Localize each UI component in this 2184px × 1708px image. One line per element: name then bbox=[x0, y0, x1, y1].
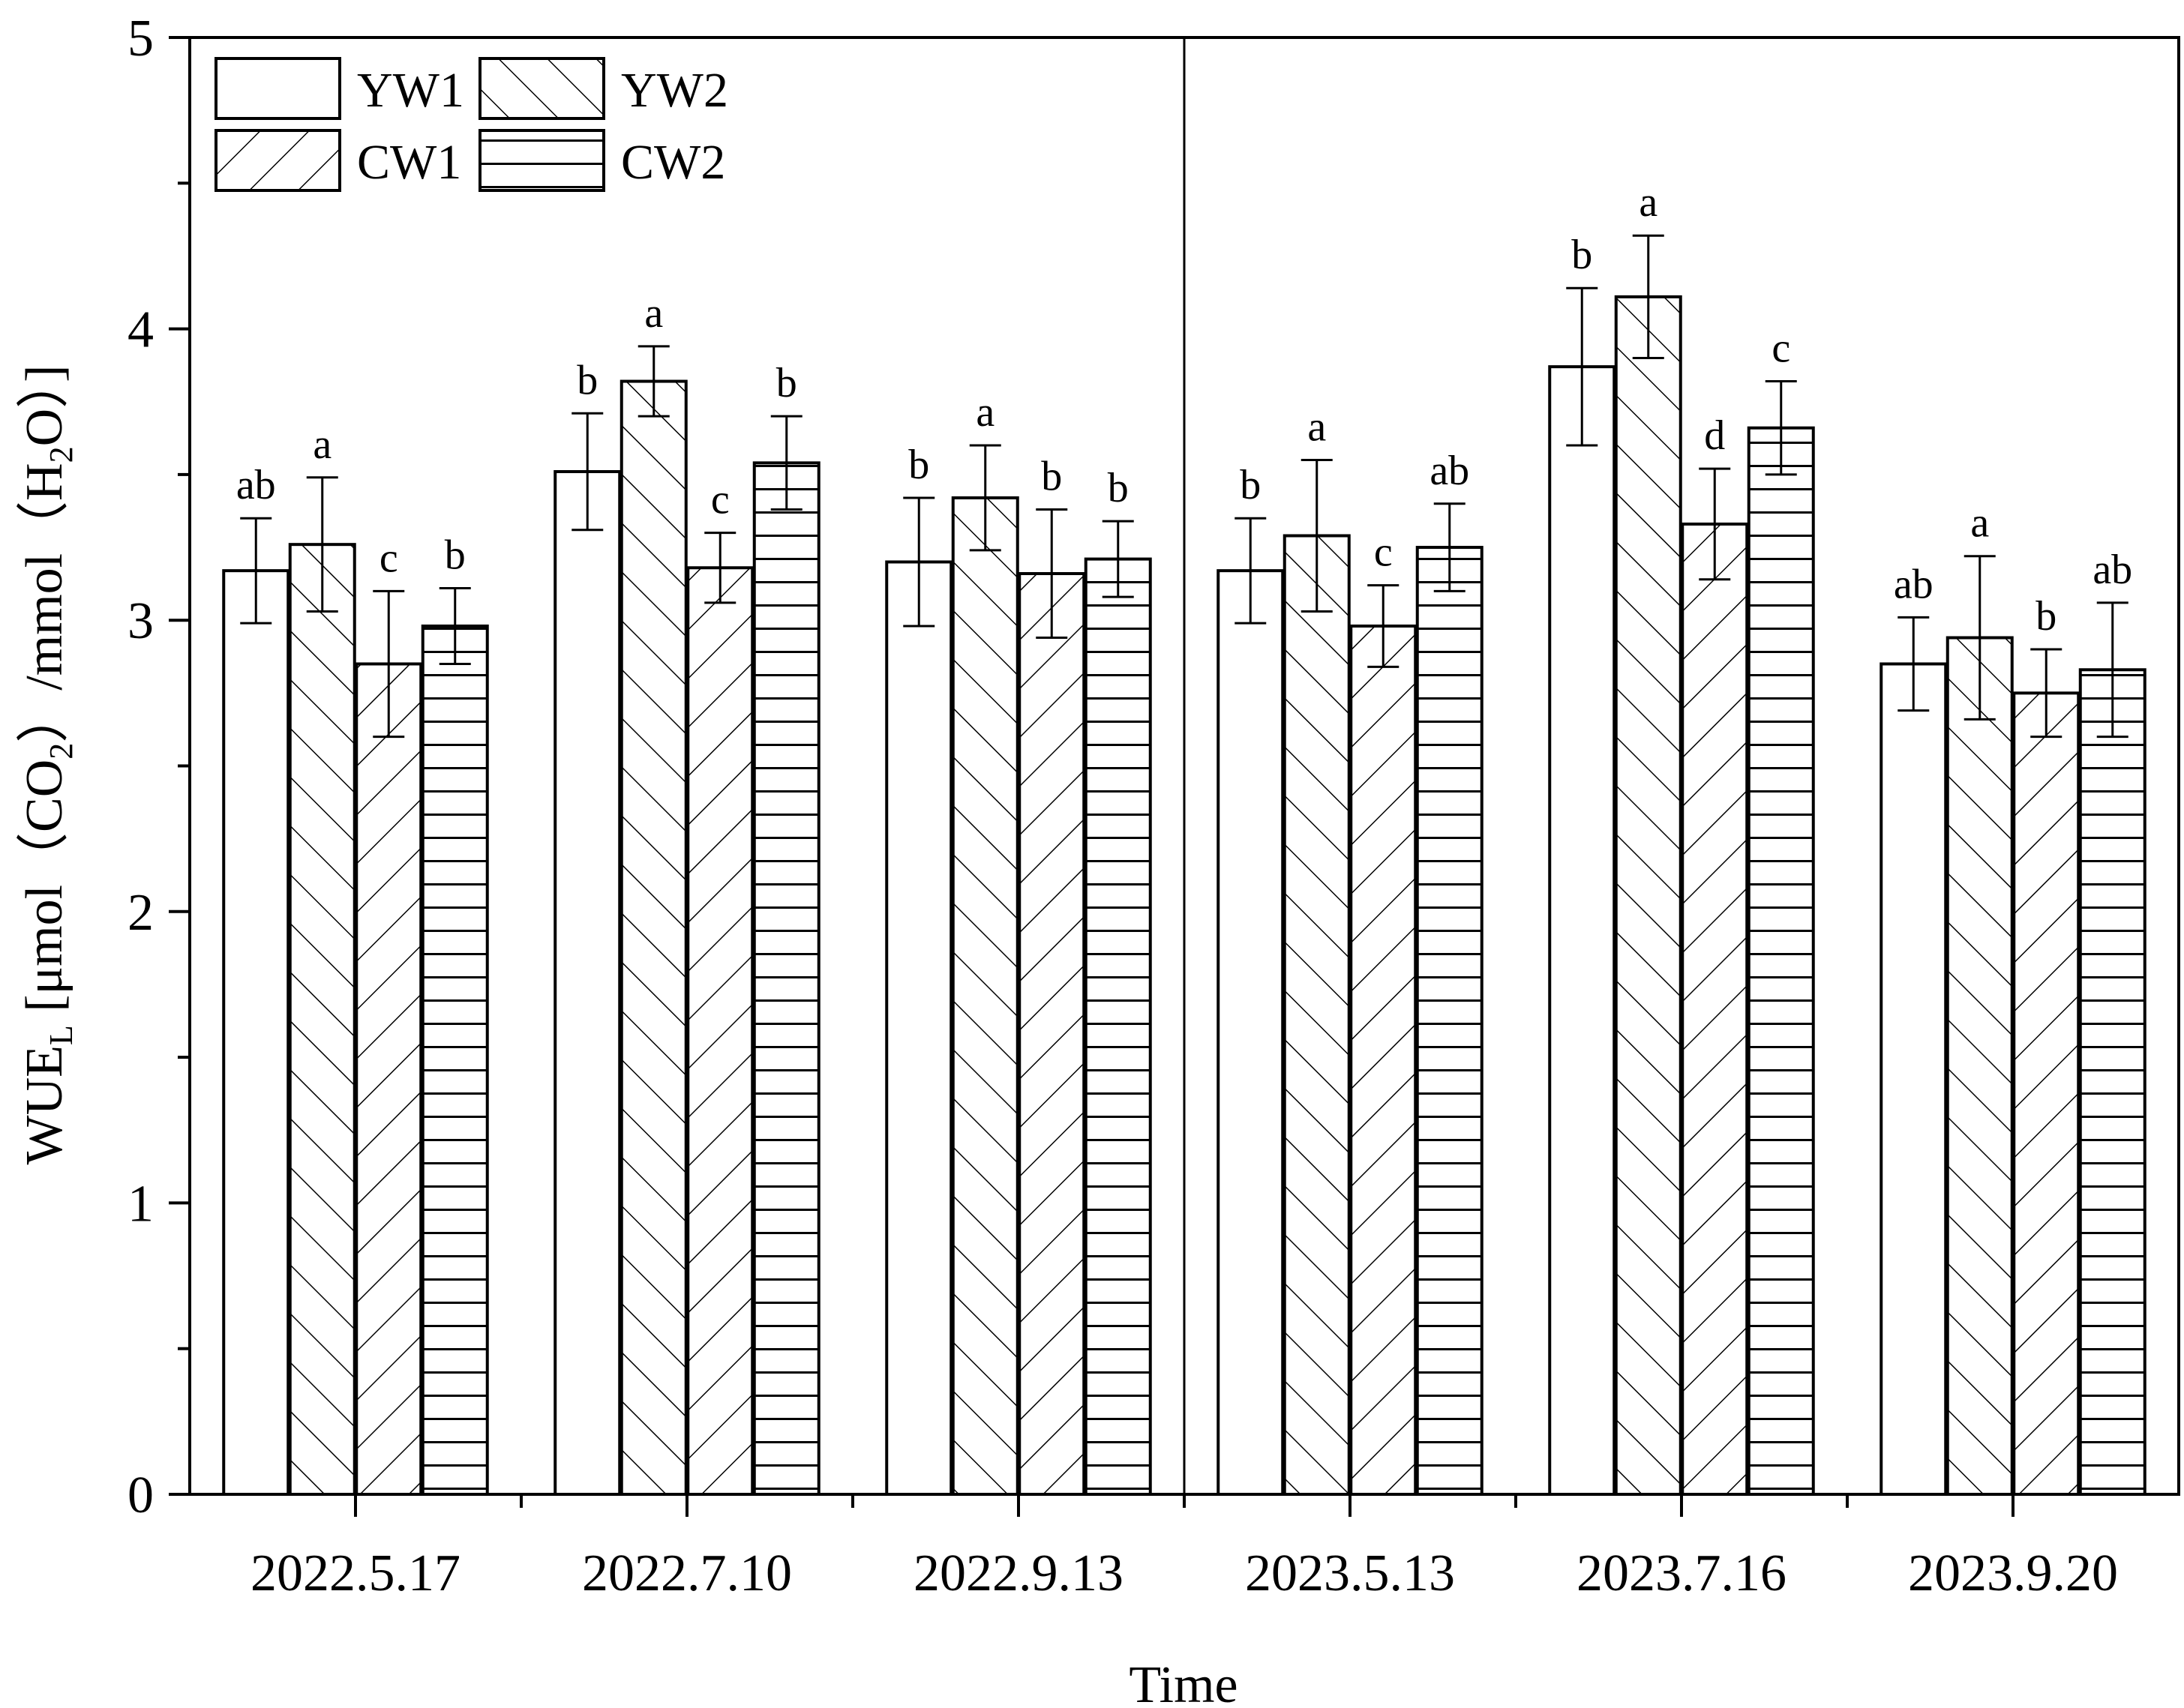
significance-letter-yw2: a bbox=[1307, 403, 1326, 450]
bar-yw1 bbox=[1216, 569, 1285, 1497]
bar-cw2 bbox=[2078, 668, 2146, 1497]
significance-letter-cw1: c bbox=[711, 477, 730, 523]
y-axis-title: WUEL [μmol（CO2）/mmol（H2O）] bbox=[16, 365, 80, 1165]
significance-letter-yw2: a bbox=[1970, 500, 1989, 547]
y-axis-title-part: WUE bbox=[16, 1045, 74, 1164]
x-tick-label: 2022.9.13 bbox=[914, 1545, 1124, 1602]
bar-cw2 bbox=[1747, 426, 1815, 1496]
significance-letter-cw2: b bbox=[776, 360, 797, 406]
error-bars-layer bbox=[240, 234, 2128, 739]
significance-letter-yw1: b bbox=[908, 442, 929, 488]
bar-yw1 bbox=[554, 470, 622, 1496]
bar-cw1 bbox=[1018, 572, 1086, 1496]
y-axis-title-part: [μmol（CO bbox=[16, 760, 74, 1025]
significance-letter-yw1: b bbox=[1240, 462, 1261, 508]
significance-letter-cw1: c bbox=[380, 535, 398, 581]
significance-letter-yw2: a bbox=[1639, 179, 1658, 226]
x-tick-label: 2022.7.10 bbox=[582, 1545, 792, 1602]
y-axis-title-subscript: L bbox=[43, 1025, 80, 1045]
bar-yw2 bbox=[288, 543, 356, 1497]
significance-letter-cw1: c bbox=[1374, 529, 1393, 576]
legend-label-cw2: CW2 bbox=[621, 135, 725, 190]
y-axis-title-part: ）/mmol（H bbox=[16, 463, 74, 742]
bar-yw2 bbox=[1614, 295, 1682, 1496]
significance-letter-cw2: ab bbox=[2092, 547, 2132, 593]
axes-layer: 2022.5.17 2022.7.10 2022.9.13 2023.5.13 2023… bbox=[128, 10, 2118, 1602]
y-tick-label: 2 bbox=[128, 884, 154, 942]
bar-cw2 bbox=[752, 461, 820, 1497]
legend-swatch-yw2 bbox=[478, 57, 605, 120]
bar-cw1 bbox=[1681, 522, 1749, 1496]
bar-yw2 bbox=[1282, 534, 1351, 1496]
bar-yw2 bbox=[1946, 636, 2014, 1496]
bar-yw1 bbox=[885, 560, 953, 1496]
y-tick-label: 3 bbox=[128, 592, 154, 650]
legend-label-yw1: YW1 bbox=[357, 63, 464, 118]
significance-letter-cw2: b bbox=[445, 532, 466, 578]
significance-letter-cw1: b bbox=[1041, 454, 1062, 500]
bar-cw2 bbox=[421, 624, 489, 1496]
significance-letter-cw2: ab bbox=[1430, 448, 1469, 494]
significance-letter-yw1: ab bbox=[236, 462, 276, 508]
bar-yw1 bbox=[1548, 365, 1616, 1496]
y-tick-label: 4 bbox=[128, 301, 154, 359]
bar-cw1 bbox=[686, 566, 754, 1497]
y-tick-label: 0 bbox=[128, 1467, 154, 1524]
x-tick-label: 2023.7.16 bbox=[1576, 1545, 1786, 1602]
bar-yw1 bbox=[1880, 662, 1948, 1496]
y-tick-label: 5 bbox=[128, 10, 154, 67]
legend-swatch-yw1 bbox=[214, 57, 341, 120]
significance-letter-yw1: b bbox=[577, 357, 598, 403]
bar-cw2 bbox=[1084, 557, 1152, 1496]
y-axis-title-part: O）] bbox=[16, 365, 74, 447]
significance-letter-yw1: ab bbox=[1894, 561, 1934, 607]
significance-letter-cw2: b bbox=[1108, 465, 1129, 511]
x-axis-title: Time bbox=[1129, 1656, 1238, 1708]
legend-label-cw1: CW1 bbox=[357, 135, 461, 190]
y-axis-title-subscript: 2 bbox=[43, 743, 80, 760]
bar-cw2 bbox=[1415, 546, 1484, 1496]
x-tick-label: 2022.5.17 bbox=[250, 1545, 460, 1602]
y-axis-title-subscript: 2 bbox=[43, 446, 80, 463]
legend-swatch-cw1 bbox=[214, 129, 341, 192]
x-tick-label: 2023.9.20 bbox=[1908, 1545, 2118, 1602]
bar-cw1 bbox=[1349, 624, 1418, 1496]
bar-yw2 bbox=[620, 379, 688, 1497]
legend-label-yw2: YW2 bbox=[621, 63, 728, 118]
bars-layer bbox=[222, 295, 2146, 1497]
legend: YW1 YW2 CW1 CW2 bbox=[214, 57, 728, 192]
legend-swatch-cw2 bbox=[478, 129, 605, 192]
significance-letter-yw2: a bbox=[313, 421, 332, 468]
significance-letter-yw2: a bbox=[976, 389, 994, 436]
significance-letter-cw2: c bbox=[1772, 325, 1790, 372]
significance-letter-yw2: a bbox=[644, 290, 663, 337]
bar-cw1 bbox=[355, 662, 423, 1496]
y-tick-label: 1 bbox=[128, 1175, 154, 1233]
bar-yw2 bbox=[951, 496, 1019, 1496]
significance-letter-cw1: d bbox=[1704, 412, 1725, 459]
bar-yw1 bbox=[222, 569, 290, 1497]
significance-letter-cw1: b bbox=[2036, 593, 2056, 640]
x-tick-label: 2023.5.13 bbox=[1245, 1545, 1455, 1602]
significance-letter-yw1: b bbox=[1571, 232, 1592, 278]
bar-cw1 bbox=[2012, 691, 2080, 1496]
